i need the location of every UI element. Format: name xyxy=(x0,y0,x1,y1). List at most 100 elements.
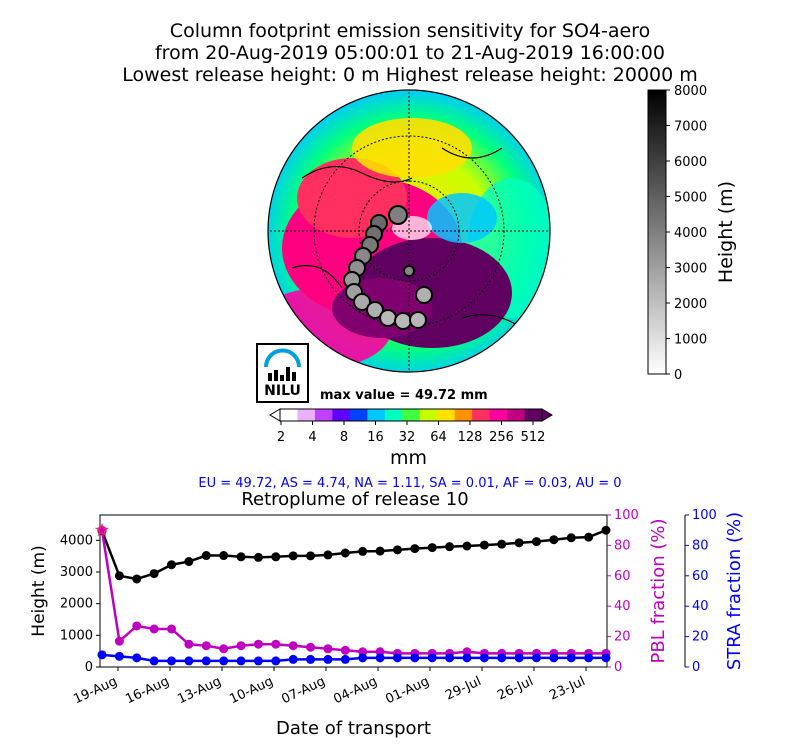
data-point-stra xyxy=(427,653,437,663)
colorbar-tick-label: 16 xyxy=(367,430,384,445)
y2-tick-label: 80 xyxy=(614,538,631,553)
data-point-stra xyxy=(375,653,385,663)
y2-tick-label: 60 xyxy=(614,569,631,584)
data-point-height xyxy=(184,557,194,567)
x-tick-label: 23-Jul xyxy=(547,674,587,704)
colorbar-frame xyxy=(279,408,543,422)
data-point-pbl xyxy=(114,636,124,646)
colorbar-segment xyxy=(367,409,386,421)
y-tick-label: 4000 xyxy=(60,533,93,548)
data-point-height xyxy=(201,551,211,561)
data-point-stra xyxy=(410,653,420,663)
colorbar-segment xyxy=(297,409,316,421)
data-point-stra xyxy=(531,653,541,663)
title-line-3: Lowest release height: 0 m Highest relea… xyxy=(122,64,698,86)
data-point-stra xyxy=(584,653,594,663)
y2-axis-label: PBL fraction (%) xyxy=(648,519,669,664)
height-colorbar-label: Height (m) xyxy=(715,181,737,283)
colorbar-tick-label: 512 xyxy=(521,430,546,445)
emission-colorbar: 2 4 8 16 32 64 128 256 512 xyxy=(269,408,553,445)
data-point-height xyxy=(427,543,437,553)
data-point-pbl xyxy=(219,644,229,654)
y2-tick-label: 40 xyxy=(614,599,631,614)
data-point-height xyxy=(392,545,402,555)
data-point-pbl xyxy=(306,642,316,652)
y3-tick-label: 80 xyxy=(692,538,709,553)
retroplume-chart: 0100020003000400002040608010002040608010… xyxy=(29,508,745,739)
height-colorbar-tick-label: 4000 xyxy=(674,226,707,241)
data-point-height xyxy=(497,539,507,549)
x-tick-label: 26-Jul xyxy=(495,674,535,704)
y-tick-label: 2000 xyxy=(60,597,93,612)
y3-tick-label: 40 xyxy=(692,599,709,614)
max-value-label: max value = 49.72 mm xyxy=(320,388,488,403)
title-line-1: Column footprint emission sensitivity fo… xyxy=(169,20,651,42)
data-point-pbl xyxy=(288,641,298,651)
colorbar-segment xyxy=(507,409,526,421)
data-point-height xyxy=(288,551,298,561)
data-point-height xyxy=(358,546,368,556)
data-point-pbl xyxy=(236,641,246,651)
height-colorbar-tick-label: 7000 xyxy=(674,120,707,135)
height-colorbar-tick-label: 2000 xyxy=(674,297,707,312)
data-point-stra xyxy=(167,656,177,666)
data-point-pbl xyxy=(271,639,281,649)
plot-title: Retroplume of release 10 xyxy=(241,489,469,510)
data-point-stra xyxy=(479,653,489,663)
x-tick-label: 13-Aug xyxy=(175,674,223,707)
data-point-height xyxy=(479,540,489,550)
data-point-height xyxy=(531,537,541,547)
data-point-stra xyxy=(184,656,194,666)
nilu-logo: NILU xyxy=(256,343,309,403)
y2-tick-label: 20 xyxy=(614,630,631,645)
data-point-height xyxy=(601,525,611,535)
data-point-height xyxy=(219,551,229,561)
colorbar-segment xyxy=(332,409,351,421)
data-point-stra xyxy=(253,656,263,666)
colorbar-tick-label: 8 xyxy=(340,430,348,445)
x-tick-label: 07-Aug xyxy=(279,674,327,707)
data-point-stra xyxy=(514,653,524,663)
data-point-stra xyxy=(97,650,107,660)
y-tick-label: 3000 xyxy=(60,565,93,580)
data-point-height xyxy=(462,541,472,551)
series-line-pbl xyxy=(100,530,606,655)
x-tick-label: 29-Jul xyxy=(443,674,483,704)
x-tick-label: 04-Aug xyxy=(331,674,379,707)
colorbar-segment xyxy=(349,409,368,421)
data-point-height xyxy=(236,552,246,562)
series-line-stra xyxy=(101,653,606,663)
logo-text: NILU xyxy=(264,383,301,399)
y3-axis-label: STRA fraction (%) xyxy=(724,512,745,670)
plot-frame xyxy=(99,514,608,668)
data-point-stra xyxy=(236,656,246,666)
colorbar-segment xyxy=(402,409,421,421)
colorbar-tick-label: 128 xyxy=(458,430,483,445)
data-point-stra xyxy=(323,654,333,664)
height-colorbar: 0 1000 2000 3000 4000 5000 6000 7000 8000 Height… xyxy=(647,84,737,383)
data-point-stra xyxy=(445,653,455,663)
colorbar-tick-label: 32 xyxy=(399,430,416,445)
data-point-stra xyxy=(288,654,298,664)
y-axis-label: Height (m) xyxy=(29,545,49,636)
colorbar-segment xyxy=(437,409,456,421)
series-line-height xyxy=(100,529,607,581)
data-point-stra xyxy=(549,653,559,663)
colorbar-under-arrow xyxy=(269,408,281,422)
release-star-marker xyxy=(94,522,110,537)
height-colorbar-tick-label: 8000 xyxy=(674,84,707,99)
data-point-stra xyxy=(462,653,472,663)
data-point-pbl xyxy=(253,639,263,649)
data-point-height xyxy=(445,542,455,552)
y3-tick-label: 100 xyxy=(692,508,717,523)
colorbar-segment xyxy=(384,409,403,421)
data-point-stra xyxy=(601,653,611,663)
y-tick-label: 1000 xyxy=(60,628,93,643)
height-colorbar-tick-label: 1000 xyxy=(674,333,707,348)
data-point-stra xyxy=(392,653,402,663)
x-tick-label: 19-Aug xyxy=(71,674,119,707)
colorbar-segment xyxy=(280,409,298,421)
y3-tick-label: 20 xyxy=(692,630,709,645)
x-tick-label: 01-Aug xyxy=(383,674,431,707)
colorbar-segment xyxy=(489,409,508,421)
